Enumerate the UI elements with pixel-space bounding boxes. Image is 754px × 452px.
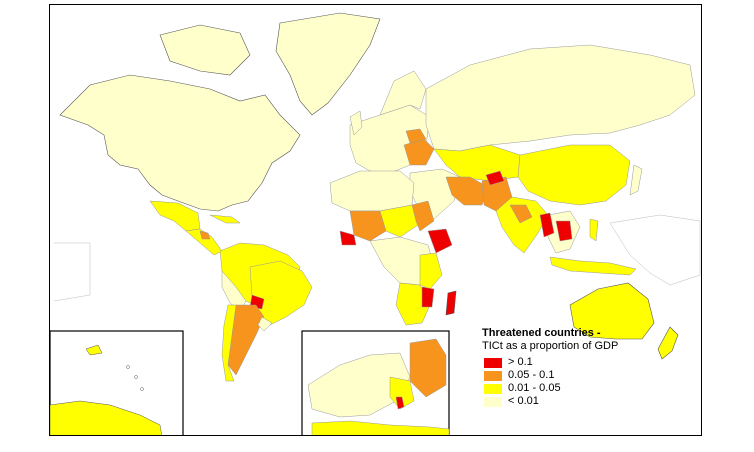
sahel-orange — [349, 210, 387, 242]
legend-label: < 0.01 — [508, 395, 539, 407]
inset-dot — [126, 365, 130, 369]
legend-item: 0.05 - 0.1 — [484, 369, 662, 382]
chile — [221, 304, 237, 382]
uruguay — [257, 316, 273, 332]
atlantic-grid — [53, 242, 91, 302]
inset-balkans-red — [395, 396, 405, 410]
inset-balkans-yellow — [389, 376, 415, 410]
belarus — [405, 128, 427, 144]
myanmar — [539, 212, 555, 238]
australia — [569, 282, 655, 340]
legend-swatch — [484, 370, 502, 381]
inset-caribbean-land — [50, 400, 162, 435]
southern-africa — [395, 282, 431, 326]
india-orange — [509, 204, 533, 224]
new-zealand — [657, 326, 679, 360]
inset-dot — [134, 375, 138, 379]
world-map — [49, 4, 702, 436]
legend-swatch — [484, 383, 502, 394]
greenland — [275, 12, 381, 116]
legend-items: > 0.1 0.05 - 0.1 0.01 - 0.05 < 0.01 — [482, 356, 662, 408]
legend-title: Threatened countries - — [482, 327, 601, 339]
map-legend: Threatened countries - TICt as a proport… — [482, 327, 662, 408]
china — [517, 144, 631, 206]
uk — [349, 110, 363, 136]
north-africa — [329, 170, 415, 212]
inset-africa-north — [311, 420, 450, 435]
india — [495, 196, 549, 254]
arctic-islands — [159, 24, 251, 76]
sudan-orange — [411, 200, 435, 232]
north-america — [59, 74, 301, 212]
japan — [629, 164, 643, 196]
legend-label: 0.01 - 0.05 — [508, 382, 561, 394]
legend-item: < 0.01 — [484, 395, 662, 408]
map-canvas — [50, 12, 701, 435]
legend-label: > 0.1 — [508, 356, 533, 368]
pacific-grid — [609, 214, 701, 286]
ethiopia — [427, 228, 453, 254]
philippines — [589, 218, 599, 242]
madagascar — [445, 290, 457, 316]
indonesia — [549, 256, 637, 276]
tajikistan — [485, 170, 505, 186]
caribbean — [209, 214, 241, 224]
sahel-yellow — [379, 204, 419, 238]
legend-label: 0.05 - 0.1 — [508, 369, 555, 381]
laos-cambodia — [555, 220, 573, 242]
inset-dot — [140, 387, 144, 391]
central-america-orange — [199, 230, 211, 240]
legend-swatch — [484, 396, 502, 407]
legend-subtitle: TICt as a proportion of GDP — [482, 340, 619, 352]
russia — [425, 44, 696, 152]
inset-caribbean-island — [85, 344, 103, 356]
iran — [445, 176, 489, 206]
legend-item: > 0.1 — [484, 356, 662, 369]
mozambique — [421, 286, 435, 308]
west-africa-red — [339, 230, 357, 246]
east-africa — [419, 252, 443, 290]
legend-item: 0.01 - 0.05 — [484, 382, 662, 395]
legend-swatch — [484, 357, 502, 368]
